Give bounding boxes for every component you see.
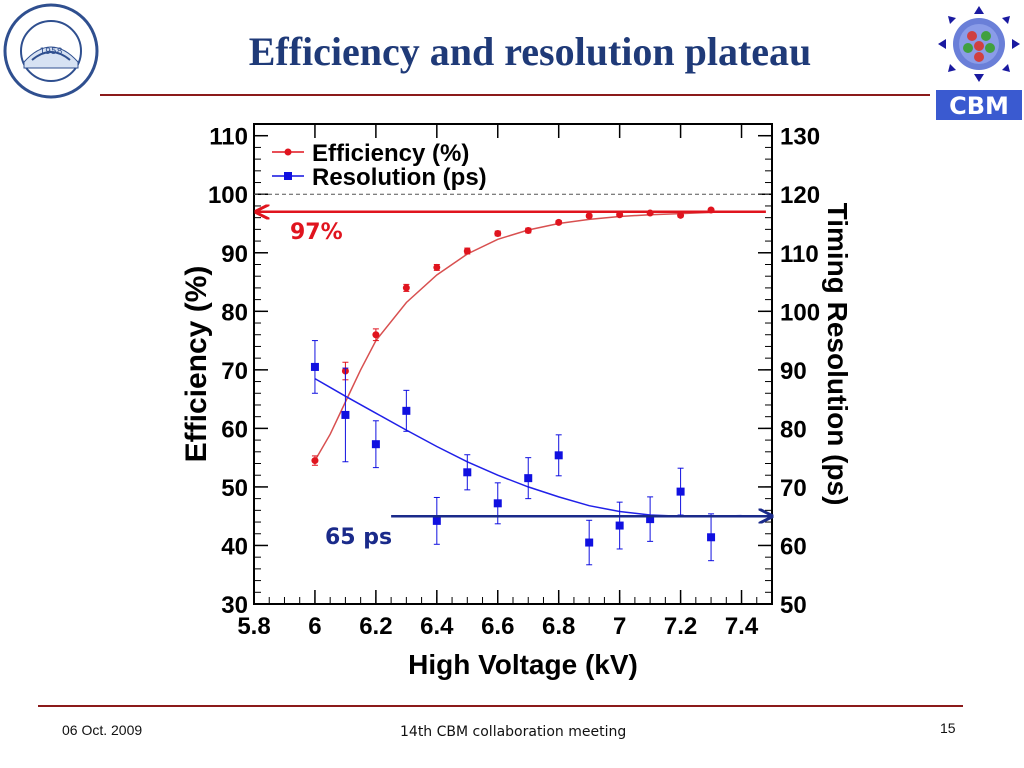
efficiency-point (433, 263, 441, 271)
resolution-point (585, 538, 594, 547)
efficiency-point (585, 212, 593, 220)
ustc-logo: 1958 (3, 3, 99, 99)
x-axis-label: High Voltage (kV) (408, 649, 638, 680)
y2-tick-label: 130 (780, 124, 820, 151)
y-tick-label: 30 (221, 592, 248, 619)
efficiency-plateau-label: 97% (290, 220, 343, 245)
footer-date: 06 Oct. 2009 (62, 722, 143, 738)
legend-entry-resolution: Resolution (ps) (312, 164, 487, 191)
footer-meeting: 14th CBM collaboration meeting (400, 724, 627, 740)
y2-tick-label: 110 (780, 241, 819, 268)
efficiency-point (311, 457, 319, 465)
resolution-point (615, 521, 624, 530)
cbm-logo: CBM (934, 2, 1024, 122)
efficiency-point (555, 218, 563, 226)
x-tick-label: 6.4 (420, 613, 454, 640)
x-tick-label: 5.8 (237, 613, 270, 640)
legend-marker-resolution (284, 172, 292, 180)
resolution-point (341, 410, 350, 419)
resolution-point (432, 516, 441, 525)
x-tick-label: 7.2 (664, 613, 697, 640)
x-tick-label: 6.2 (359, 613, 392, 640)
efficiency-point (463, 247, 471, 255)
legend-entry-efficiency: Efficiency (%) (312, 140, 469, 167)
efficiency-point (372, 331, 380, 339)
x-tick-label: 7 (613, 613, 626, 640)
resolution-point (493, 499, 502, 508)
x-tick-label: 6.6 (481, 613, 514, 640)
resolution-point (646, 515, 655, 524)
y2-tick-label: 60 (780, 533, 807, 560)
y-tick-label: 80 (221, 299, 248, 326)
y-tick-label: 60 (221, 416, 248, 443)
x-tick-label: 6.8 (542, 613, 575, 640)
y-tick-label: 110 (209, 124, 248, 151)
y-tick-label: 90 (221, 241, 248, 268)
resolution-point (371, 440, 380, 449)
y2-tick-label: 80 (780, 416, 807, 443)
logo-year: 1958 (40, 47, 63, 57)
y-tick-label: 50 (221, 475, 248, 502)
efficiency-point (524, 227, 532, 235)
x-tick-label: 7.4 (725, 613, 759, 640)
y2-axis-label: Timing Resolution (ps) (822, 203, 853, 506)
fit-curve-efficiency (314, 211, 712, 461)
resolution-point (463, 468, 472, 477)
footer-divider (38, 705, 963, 707)
resolution-plateau-label: 65 ps (325, 525, 392, 550)
y2-tick-label: 90 (780, 358, 807, 385)
y-tick-label: 70 (221, 358, 248, 385)
y2-tick-label: 50 (780, 592, 807, 619)
resolution-point (402, 406, 411, 415)
y2-tick-label: 100 (780, 299, 820, 326)
slide-title: Efficiency and resolution plateau (248, 29, 812, 74)
page-number: 15 (940, 720, 956, 736)
cbm-logo-text: CBM (949, 92, 1009, 120)
resolution-point (707, 533, 716, 542)
efficiency-point (494, 229, 502, 237)
legend-marker-efficiency (284, 148, 292, 156)
resolution-point (676, 487, 685, 496)
resolution-point (310, 362, 319, 371)
resolution-point (524, 474, 533, 483)
y-tick-label: 40 (221, 533, 248, 560)
resolution-point (554, 451, 563, 460)
y-axis-label: Efficiency (%) (180, 266, 213, 463)
y2-tick-label: 120 (780, 182, 820, 209)
x-tick-label: 6 (308, 613, 321, 640)
y-tick-label: 100 (208, 182, 248, 209)
chart: 5.8 6 6.2 6.4 6.6 6.8 7 7.2 7.4 30 40 50 60 70 80 90 100… (180, 123, 853, 680)
efficiency-point (402, 284, 410, 292)
title-divider (100, 94, 930, 96)
y2-tick-label: 70 (780, 475, 807, 502)
efficiency-point (677, 211, 685, 219)
